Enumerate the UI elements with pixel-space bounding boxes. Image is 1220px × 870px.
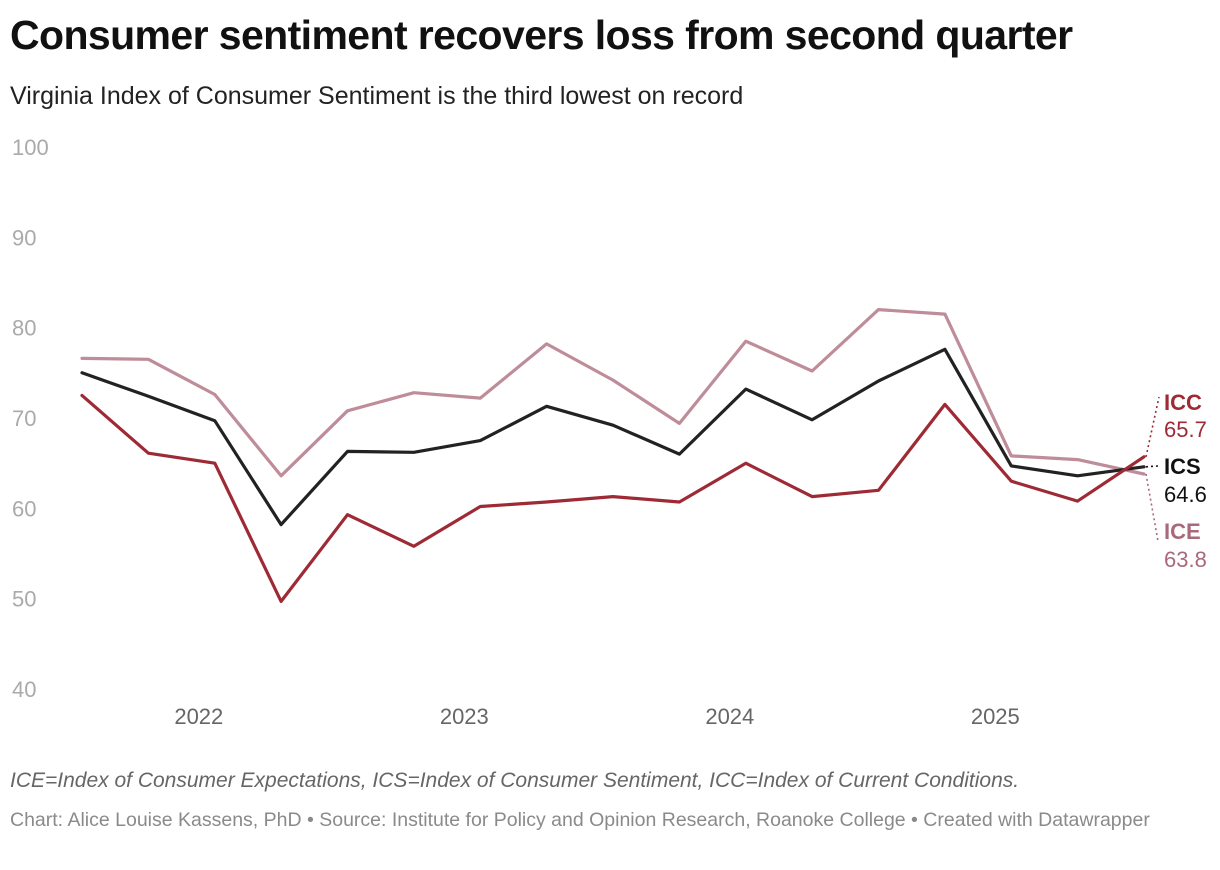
end-label-value-ice: 63.8	[1164, 547, 1207, 572]
x-tick-label-2025: 2025	[971, 704, 1020, 729]
y-tick-label-40: 40	[12, 677, 36, 702]
chart-credit: Chart: Alice Louise Kassens, PhD • Sourc…	[10, 809, 1150, 831]
end-label-name-ice: ICE	[1164, 519, 1201, 544]
series-line-ics	[80, 347, 1146, 527]
end-label-name-icc: ICC	[1164, 390, 1202, 415]
end-label-name-ics: ICS	[1164, 454, 1201, 479]
end-label-value-ics: 64.6	[1164, 482, 1207, 507]
series-line-icc	[80, 393, 1146, 604]
y-tick-label-60: 60	[12, 496, 36, 521]
y-tick-label-50: 50	[12, 587, 36, 612]
series-line-ice	[80, 308, 1146, 478]
y-tick-label-100: 100	[12, 135, 49, 160]
x-tick-label-2022: 2022	[174, 704, 223, 729]
x-tick-label-2024: 2024	[705, 704, 754, 729]
y-tick-label-70: 70	[12, 406, 36, 431]
end-label-connector-icc	[1145, 396, 1160, 458]
y-tick-label-90: 90	[12, 225, 36, 250]
end-label-value-icc: 65.7	[1164, 417, 1207, 442]
x-tick-label-2023: 2023	[440, 704, 489, 729]
chart-notes: ICE=Index of Consumer Expectations, ICS=…	[10, 769, 1020, 792]
end-label-connector-ice	[1145, 473, 1159, 542]
chart-title: Consumer sentiment recovers loss from se…	[10, 12, 1073, 58]
chart-subtitle: Virginia Index of Consumer Sentiment is …	[10, 82, 744, 110]
y-tick-label-80: 80	[12, 316, 36, 341]
end-label-connector-ics	[1145, 465, 1159, 468]
